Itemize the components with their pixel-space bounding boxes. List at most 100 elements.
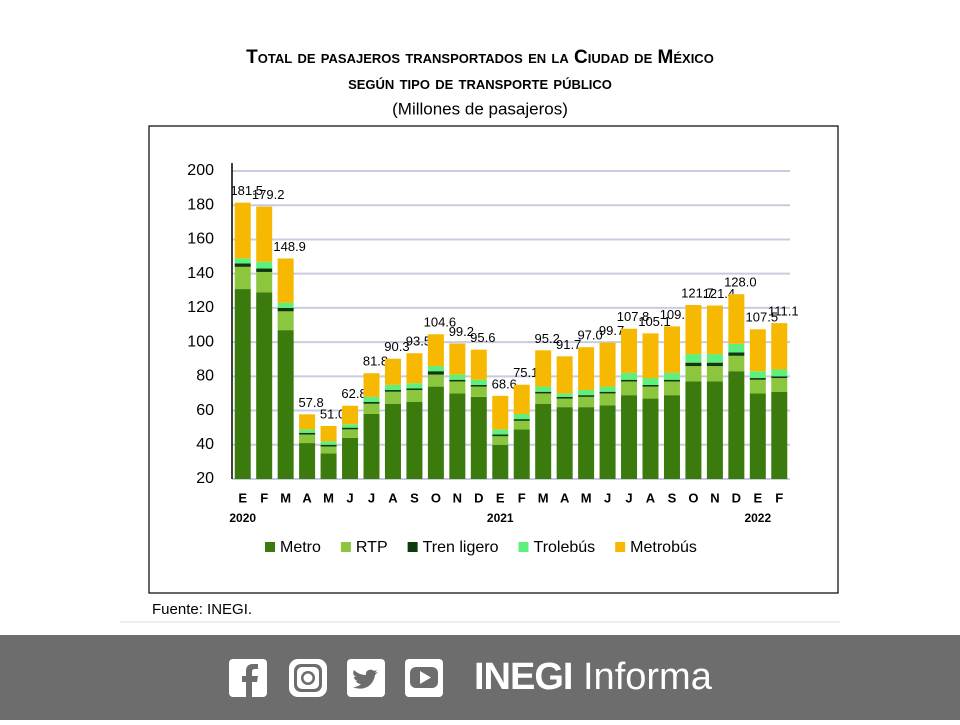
bar-segment <box>556 398 573 408</box>
bar-segment <box>234 202 251 259</box>
x-tick-label: E <box>753 490 762 505</box>
x-tick-label: J <box>625 490 632 505</box>
bar-segment <box>535 350 552 387</box>
total-label: 75.1 <box>513 365 538 380</box>
total-label: 109.2 <box>660 307 693 322</box>
bar-segment <box>234 266 251 290</box>
bar-segment <box>384 403 401 479</box>
x-tick-label: A <box>302 490 312 505</box>
bar-segment <box>427 386 444 479</box>
bar-segment <box>663 395 680 479</box>
bar-segment <box>406 402 423 479</box>
bar-segment <box>320 453 337 479</box>
total-label: 90.3 <box>384 339 409 354</box>
subtitle: (Millones de pasajeros) <box>392 99 568 118</box>
bar-segment <box>256 206 273 262</box>
bar-segment <box>599 386 616 392</box>
bar-segment <box>749 379 766 394</box>
bar-segment <box>363 396 380 402</box>
bar-segment <box>406 353 423 384</box>
bar-segment <box>556 356 573 394</box>
bar-segment <box>384 384 401 391</box>
bar-segment <box>706 381 723 479</box>
bar-segment <box>492 434 509 437</box>
legend-swatch <box>407 542 418 552</box>
x-tick-label: A <box>388 490 398 505</box>
bar-segment <box>320 441 337 445</box>
x-tick-label: O <box>688 490 698 505</box>
bar-segment <box>706 354 723 363</box>
x-tick-label: F <box>260 490 268 505</box>
bar-segment <box>449 393 466 479</box>
x-group-label: 2022 <box>744 511 771 525</box>
bar-segment <box>492 444 509 479</box>
bar-segment <box>749 393 766 479</box>
bar-segment <box>363 402 380 404</box>
legend-swatch <box>615 542 626 552</box>
bar-segment <box>771 369 788 377</box>
bar-segment <box>299 443 316 479</box>
bar-segment <box>320 446 337 454</box>
bar-segment <box>299 434 316 444</box>
total-label: 179.2 <box>252 187 285 202</box>
bar-segment <box>599 391 616 394</box>
x-group-label: 2020 <box>229 511 256 525</box>
total-label: 81.8 <box>363 354 388 369</box>
total-label: 121.4 <box>703 286 736 301</box>
total-label: 93.5 <box>406 334 431 349</box>
total-label: 107.8 <box>617 309 650 324</box>
brand-bold: INEGI <box>474 656 572 698</box>
total-label: 57.8 <box>298 395 323 410</box>
legend-swatch <box>265 542 275 552</box>
bar-segment <box>771 378 788 392</box>
legend-label: Metro <box>280 539 321 556</box>
x-tick-label: A <box>560 490 570 505</box>
total-label: 62.8 <box>341 386 366 401</box>
x-tick-label: O <box>431 490 441 505</box>
bar-segment <box>663 381 680 396</box>
bar-segment <box>277 258 294 303</box>
x-tick-label: S <box>668 490 677 505</box>
title-line: Total de pasajeros transportados en la C… <box>246 47 714 68</box>
total-label: 51.0 <box>320 406 345 421</box>
bar-segment <box>642 398 659 479</box>
bar-segment <box>621 328 638 373</box>
legend-swatch <box>340 542 351 552</box>
x-tick-label: D <box>474 490 483 505</box>
bar-segment <box>621 381 638 396</box>
x-tick-label: S <box>410 490 419 505</box>
bar-segment <box>706 305 723 355</box>
x-tick-label: M <box>323 490 334 505</box>
legend-label: Metrobús <box>630 539 697 556</box>
bar-segment <box>427 334 444 367</box>
y-tick-label: 100 <box>187 333 214 350</box>
bar-segment <box>513 429 530 479</box>
bar-segment <box>599 393 616 406</box>
x-tick-label: F <box>775 490 783 505</box>
total-label: 148.9 <box>273 239 306 254</box>
x-tick-label: M <box>538 490 549 505</box>
x-tick-label: A <box>646 490 656 505</box>
total-label: 181.5 <box>230 183 263 198</box>
bar-segment <box>728 343 745 353</box>
x-group-label: 2021 <box>487 511 514 525</box>
bar-segment <box>277 330 294 479</box>
bar-segment <box>427 371 444 375</box>
bar-segment <box>256 271 273 293</box>
x-tick-label: M <box>581 490 592 505</box>
bar-segment <box>556 396 573 399</box>
bar-segment <box>342 429 359 438</box>
x-tick-label: J <box>604 490 611 505</box>
x-tick-label: J <box>368 490 375 505</box>
bar-segment <box>256 292 273 479</box>
total-label: 111.1 <box>768 304 799 319</box>
total-label: 91.7 <box>556 337 581 352</box>
x-tick-label: N <box>710 490 719 505</box>
bar-segment <box>299 429 316 433</box>
bar-segment <box>234 263 251 267</box>
bar-segment <box>535 393 552 404</box>
bar-segment <box>535 391 552 394</box>
bar-segment <box>578 407 595 479</box>
bar-segment <box>363 373 380 397</box>
